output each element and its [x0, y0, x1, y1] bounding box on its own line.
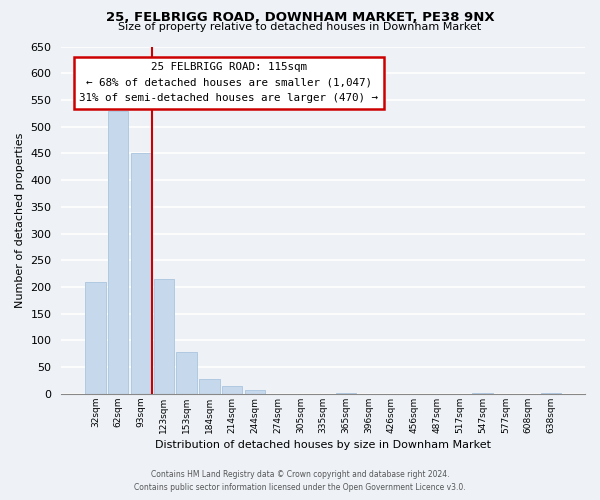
- Bar: [245, 390, 265, 394]
- Text: 25 FELBRIGG ROAD: 115sqm
← 68% of detached houses are smaller (1,047)
31% of sem: 25 FELBRIGG ROAD: 115sqm ← 68% of detach…: [79, 62, 379, 104]
- X-axis label: Distribution of detached houses by size in Downham Market: Distribution of detached houses by size …: [155, 440, 491, 450]
- Y-axis label: Number of detached properties: Number of detached properties: [15, 132, 25, 308]
- Bar: [336, 393, 356, 394]
- Text: Size of property relative to detached houses in Downham Market: Size of property relative to detached ho…: [118, 22, 482, 32]
- Bar: [222, 386, 242, 394]
- Text: 25, FELBRIGG ROAD, DOWNHAM MARKET, PE38 9NX: 25, FELBRIGG ROAD, DOWNHAM MARKET, PE38 …: [106, 11, 494, 24]
- Bar: [176, 352, 197, 394]
- Bar: [131, 154, 151, 394]
- Bar: [154, 279, 174, 394]
- Bar: [85, 282, 106, 394]
- Bar: [108, 110, 128, 394]
- Text: Contains HM Land Registry data © Crown copyright and database right 2024.
Contai: Contains HM Land Registry data © Crown c…: [134, 470, 466, 492]
- Bar: [199, 379, 220, 394]
